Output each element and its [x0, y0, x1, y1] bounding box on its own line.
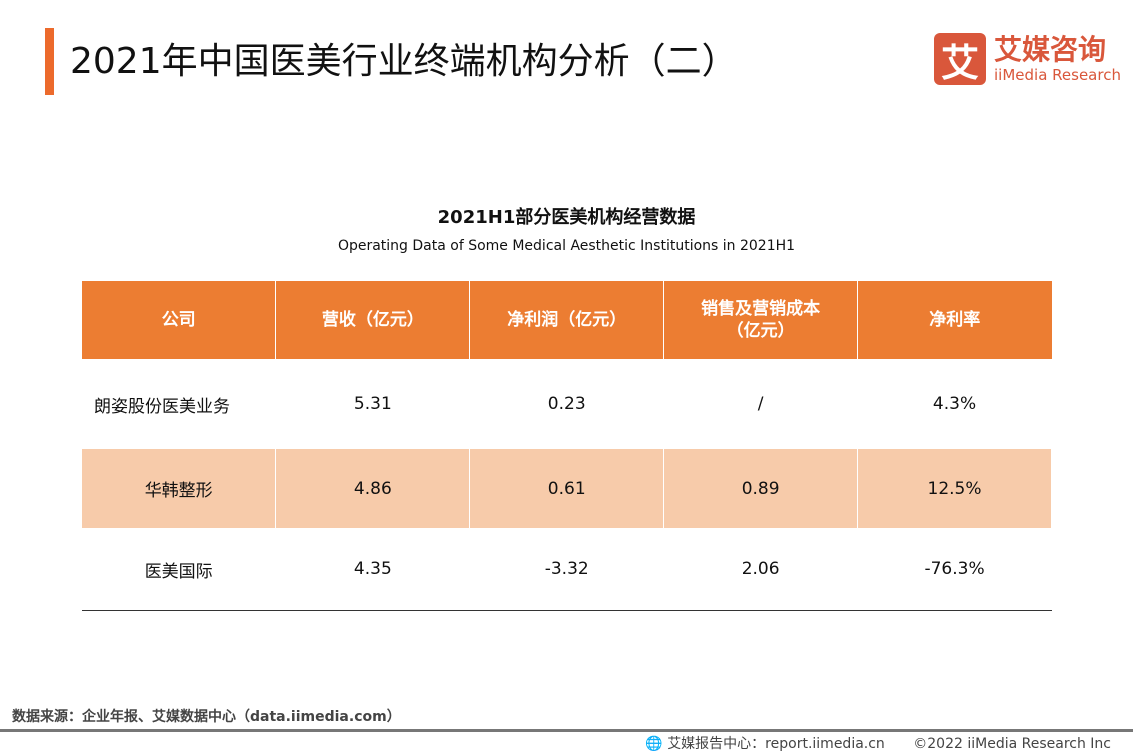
- cell: 0.89: [663, 449, 859, 528]
- copyright: ©2022 iiMedia Research Inc: [913, 736, 1111, 752]
- table-subtitle: Operating Data of Some Medical Aesthetic…: [337, 238, 796, 254]
- logo-cn: 艾媒咨询: [994, 33, 1107, 66]
- table-row: 医美国际 4.35 -3.32 2.06 -76.3%: [82, 528, 1052, 611]
- report-link[interactable]: 艾媒报告中心：report.iimedia.cn: [667, 736, 885, 752]
- col-net-profit: 净利润（亿元）: [469, 281, 665, 359]
- cell: 华韩整形: [82, 449, 277, 528]
- footer: 🌐 艾媒报告中心：report.iimedia.cn ©2022 iiMedia…: [645, 733, 1111, 753]
- logo-en: iiMedia Research: [994, 66, 1121, 84]
- cell: 朗姿股份医美业务: [82, 359, 277, 449]
- col-revenue: 营收（亿元）: [275, 281, 471, 359]
- cell: -3.32: [469, 528, 665, 611]
- data-table: 公司 营收（亿元） 净利润（亿元） 销售及营销成本（亿元） 净利率 朗姿股份医美…: [82, 281, 1052, 611]
- table-row: 朗姿股份医美业务 5.31 0.23/4.3%: [82, 359, 1052, 449]
- cell: 0.23: [469, 359, 665, 449]
- globe-icon: 🌐: [645, 736, 663, 752]
- cell: 0.61: [469, 449, 665, 528]
- title-accent-bar: [45, 28, 54, 95]
- cell: 医美国际: [82, 528, 277, 611]
- footer-divider: [0, 729, 1133, 732]
- cell: 4.86: [275, 449, 471, 528]
- cell: 4.35: [275, 528, 471, 611]
- table-title: 2021H1部分医美机构经营数据: [437, 207, 696, 228]
- col-net-margin: 净利率: [857, 281, 1052, 359]
- col-sales-cost: 销售及营销成本（亿元）: [663, 281, 859, 359]
- cell: /: [663, 359, 859, 449]
- cell: 2.06: [663, 528, 859, 611]
- cell: 4.3%: [857, 359, 1052, 449]
- page-title: 2021年中国医美行业终端机构分析（二）: [70, 41, 738, 82]
- logo-mark: 艾: [934, 33, 986, 85]
- cell: 12.5%: [857, 449, 1052, 528]
- data-source: 数据来源：企业年报、艾媒数据中心（data.iimedia.com）: [12, 709, 401, 725]
- table-header: 公司 营收（亿元） 净利润（亿元） 销售及营销成本（亿元） 净利率: [82, 281, 1052, 359]
- col-company: 公司: [82, 281, 277, 359]
- logo: 艾 艾媒咨询 iiMedia Research: [934, 33, 1121, 85]
- cell: 5.31: [275, 359, 471, 449]
- cell: -76.3%: [857, 528, 1052, 611]
- table-row: 华韩整形 4.86 0.61 0.89 12.5%: [82, 449, 1052, 528]
